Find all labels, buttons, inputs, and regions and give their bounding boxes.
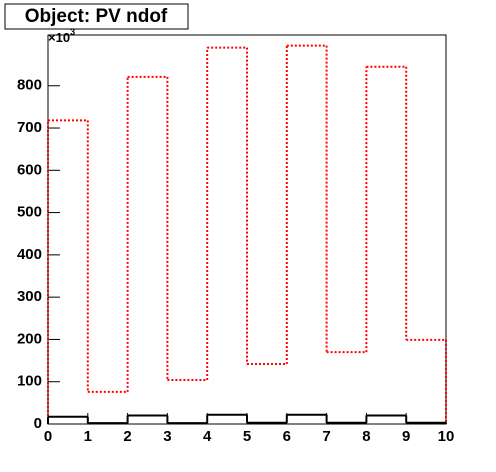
x-tick-label: 1	[84, 428, 92, 445]
x-tick-label: 10	[438, 428, 455, 445]
y-tick-label: 100	[17, 373, 42, 390]
y-tick-label: 600	[17, 161, 42, 178]
x-tick-label: 0	[44, 428, 52, 445]
y-tick-label: 0	[34, 415, 42, 432]
y-tick-label: 800	[17, 77, 42, 94]
x-tick-label: 4	[203, 428, 212, 445]
y-multiplier: ×103	[48, 27, 75, 45]
title-box	[4, 3, 189, 30]
y-tick-label: 400	[17, 246, 42, 263]
y-tick-label: 300	[17, 288, 42, 305]
chart-title: Object: PV ndof	[25, 6, 168, 27]
x-tick-label: 5	[243, 428, 251, 445]
y-tick-label: 700	[17, 119, 42, 136]
y-tick-label: 500	[17, 204, 42, 221]
x-tick-label: 3	[163, 428, 171, 445]
x-tick-label: 2	[123, 428, 131, 445]
y-multiplier-exponent: 3	[70, 27, 75, 37]
x-tick-label: 9	[402, 428, 410, 445]
x-tick-label: 7	[322, 428, 330, 445]
y-tick-label: 200	[17, 330, 42, 347]
x-tick-label: 6	[283, 428, 291, 445]
x-tick-label: 8	[362, 428, 370, 445]
y-multiplier-base: ×10	[48, 30, 70, 45]
